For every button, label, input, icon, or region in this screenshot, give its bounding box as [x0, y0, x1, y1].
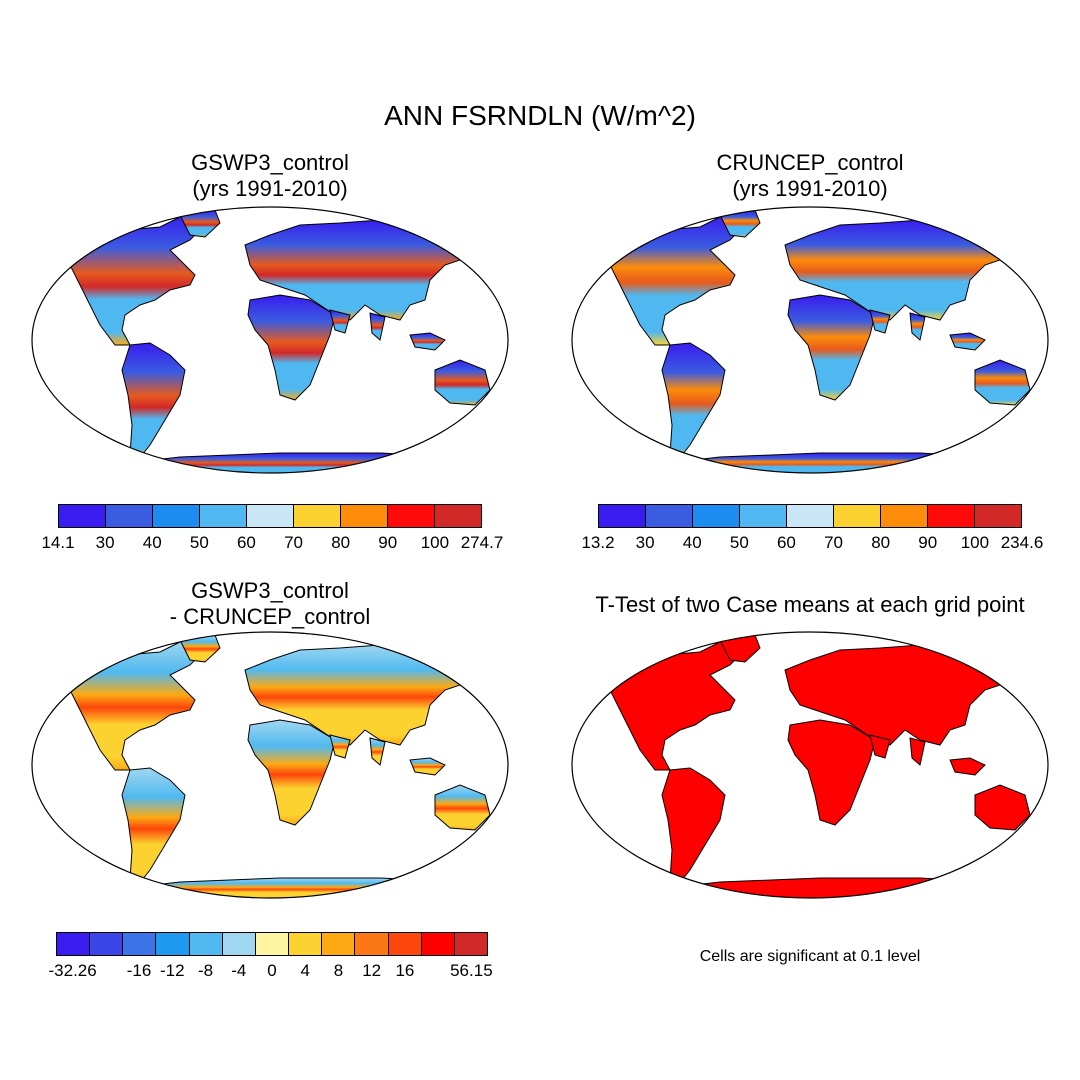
panel2-colorbar-labels: 13.2 30 40 50 60 70 80 90 100 234.6 [581, 533, 1043, 557]
panel4-note: Cells are significant at 0.1 level [699, 948, 921, 965]
figure-title: ANN FSRNDLN (W/m^2) [384, 100, 696, 131]
panel3-title-line1: GSWP3_control [191, 578, 349, 603]
panel2-title: CRUNCEP_control (yrs 1991-2010) [600, 150, 1020, 202]
p3-colorbar-swatch [122, 932, 157, 956]
panel2-field [604, 209, 1031, 473]
p1-colorbar-swatch [387, 504, 435, 528]
p2-colorbar-swatch [927, 504, 975, 528]
p1-colorbar-swatch [340, 504, 388, 528]
p3-colorbar-label: 0 [267, 961, 277, 980]
p2-colorbar-label: 13.2 [581, 533, 615, 552]
p3-colorbar-label: 56.15 [450, 961, 493, 980]
p1-colorbar-label: 80 [331, 533, 351, 552]
p3-colorbar-label: -8 [197, 961, 214, 980]
panel1-map-border [31, 206, 509, 474]
p1-colorbar-swatch [199, 504, 247, 528]
p3-colorbar-label: -12 [160, 961, 185, 980]
panel1-map [31, 206, 509, 474]
panel1-colorbar-labels: 14.1 30 40 50 60 70 80 90 100 274.7 [41, 533, 503, 557]
p3-colorbar-label: -4 [231, 961, 247, 980]
panel4-map-border [571, 631, 1049, 899]
p3-colorbar-swatch [354, 932, 389, 956]
p1-colorbar-swatch [58, 504, 106, 528]
p2-colorbar-label: 70 [824, 533, 844, 552]
p2-colorbar-swatch [739, 504, 787, 528]
p3-colorbar-label: 12 [362, 961, 382, 980]
panel1-colorbar [58, 504, 482, 528]
panel3-colorbar-labels: -32.26 -16 -12 -8 -4 0 4 8 12 16 56.15 [49, 961, 493, 985]
p3-colorbar-label: 16 [395, 961, 415, 980]
p2-colorbar-swatch [974, 504, 1022, 528]
p2-colorbar-label: 90 [918, 533, 938, 552]
p2-colorbar-swatch [692, 504, 740, 528]
p2-colorbar-label: 80 [871, 533, 891, 552]
panel2-colorbar [598, 504, 1022, 528]
p2-colorbar-swatch [645, 504, 693, 528]
p2-colorbar-label: 40 [682, 533, 702, 552]
panel3-map [31, 631, 509, 899]
p3-colorbar-label: 8 [333, 961, 344, 980]
panel3-map-border [31, 631, 509, 899]
panel2-title-line1: CRUNCEP_control [716, 150, 904, 175]
p3-colorbar-swatch [321, 932, 356, 956]
panel1-title-line1: GSWP3_control [191, 150, 349, 175]
panel1-title-line2: (yrs 1991-2010) [192, 176, 348, 201]
p3-colorbar-swatch [56, 932, 91, 956]
p1-colorbar-label: 90 [378, 533, 398, 552]
p1-colorbar-swatch [246, 504, 294, 528]
p3-colorbar-swatch [89, 932, 124, 956]
p1-colorbar-swatch [293, 504, 341, 528]
p3-colorbar-swatch [387, 932, 422, 956]
p2-colorbar-label: 100 [960, 533, 990, 552]
p3-colorbar-swatch [221, 932, 256, 956]
panel1-title: GSWP3_control (yrs 1991-2010) [60, 150, 480, 202]
p1-colorbar-label: 70 [284, 533, 304, 552]
p3-colorbar-swatch [188, 932, 223, 956]
p3-colorbar-swatch [453, 932, 489, 956]
panel3-title: GSWP3_control - CRUNCEP_control [60, 578, 480, 630]
p2-colorbar-swatch [786, 504, 834, 528]
p2-colorbar-label: 50 [729, 533, 749, 552]
p1-colorbar-label: 100 [420, 533, 450, 552]
p1-colorbar-swatch [152, 504, 200, 528]
p1-colorbar-label: 50 [189, 533, 209, 552]
panel2-map [571, 206, 1049, 474]
p2-colorbar-swatch [833, 504, 881, 528]
p3-colorbar-label: -16 [126, 961, 152, 980]
panel2-title-line2: (yrs 1991-2010) [732, 176, 888, 201]
p3-colorbar-swatch [288, 932, 323, 956]
p1-colorbar-label: 274.7 [460, 533, 504, 552]
p1-colorbar-label: 30 [95, 533, 115, 552]
panel4-title: T-Test of two Case means at each grid po… [595, 592, 1025, 617]
p2-colorbar-label: 60 [776, 533, 796, 552]
p1-colorbar-label: 40 [142, 533, 162, 552]
panel1-field [64, 209, 491, 473]
p3-colorbar-swatch [254, 932, 290, 956]
panel4-significance-field [604, 634, 1031, 898]
p1-colorbar-swatch [105, 504, 153, 528]
panel3-field [64, 634, 491, 898]
p3-colorbar-label: 4 [300, 961, 310, 980]
panel2-map-border [571, 206, 1049, 474]
p2-colorbar-swatch [880, 504, 928, 528]
p3-colorbar-swatch [420, 932, 455, 956]
p2-colorbar-label: 30 [635, 533, 655, 552]
p2-colorbar-swatch [598, 504, 646, 528]
panel4-map [571, 631, 1049, 899]
p1-colorbar-label: 14.1 [41, 533, 75, 552]
p1-colorbar-label: 60 [236, 533, 256, 552]
panel3-title-line2: - CRUNCEP_control [169, 604, 371, 629]
p3-colorbar-swatch [155, 932, 190, 956]
panel3-colorbar [56, 932, 489, 956]
p2-colorbar-label: 234.6 [1000, 533, 1044, 552]
p1-colorbar-swatch [434, 504, 482, 528]
p3-colorbar-label: -32.26 [48, 961, 97, 980]
